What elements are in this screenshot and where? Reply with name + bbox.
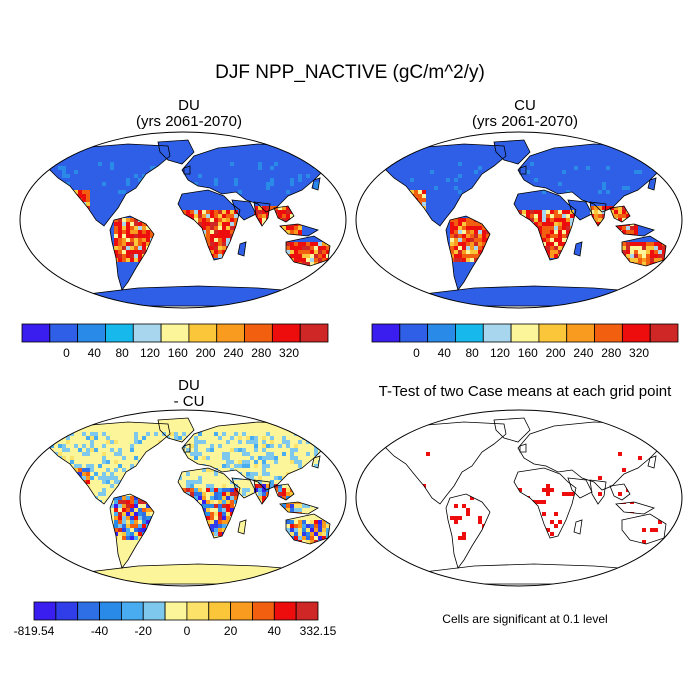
map-panel-diff — [19, 409, 347, 587]
colorbar-swatch — [271, 323, 301, 343]
ttest-note: Cells are significant at 0.1 level — [442, 612, 608, 626]
colorbar-swatch — [594, 323, 623, 343]
colorbar-tick-label: 332.15 — [299, 624, 337, 638]
panel-title-du: DU (yrs 2061-2070) — [34, 98, 344, 130]
panel-title-ttest-line1: T-Test of two Case means at each grid po… — [378, 383, 672, 400]
colorbar-tick-label: 320 — [279, 346, 300, 360]
colorbar-tick-label: 200 — [195, 346, 216, 360]
map-panel-cu — [355, 131, 683, 309]
colorbar-tick-label: 80 — [465, 346, 479, 360]
map-frame — [355, 409, 683, 587]
colorbar-tick-label: 0 — [413, 346, 420, 360]
colorbar-tick-label: -40 — [90, 624, 109, 638]
colorbar-swatch — [99, 601, 122, 621]
colorbar-tick-label: 160 — [167, 346, 188, 360]
colorbar-swatch — [482, 323, 512, 343]
map-frame — [355, 131, 683, 309]
colorbar-tick-label: 80 — [115, 346, 129, 360]
colorbar-tick-label: 120 — [489, 346, 510, 360]
colorbar-swatch — [160, 323, 190, 343]
panel-title-cu: CU (yrs 2061-2070) — [370, 98, 680, 130]
colorbar-diff — [33, 601, 319, 621]
colorbar-swatch — [295, 601, 319, 621]
colorbar-tick-label: 240 — [573, 346, 594, 360]
map-panel-du — [19, 131, 347, 309]
panel-title-cu-line1: CU — [514, 97, 536, 114]
colorbar-cu — [371, 323, 679, 343]
colorbar-tick-label: 280 — [601, 346, 622, 360]
colorbar-swatch — [455, 323, 484, 343]
colorbar-swatch — [188, 323, 218, 343]
panel-title-diff-line1: DU — [178, 377, 200, 394]
colorbar-tick-label: 160 — [517, 346, 538, 360]
panel-title-diff-line2: - CU — [173, 393, 205, 410]
colorbar-swatch — [49, 323, 79, 343]
panel-title-ttest: T-Test of two Case means at each grid po… — [355, 384, 695, 400]
colorbar-swatch — [566, 323, 595, 343]
colorbar-swatch — [55, 601, 79, 621]
colorbar-swatch — [244, 323, 273, 343]
colorbar-swatch — [273, 601, 297, 621]
panel-title-du-line1: DU — [178, 97, 200, 114]
colorbar-tick-label: 20 — [223, 624, 238, 638]
colorbar-tick-label: 120 — [139, 346, 160, 360]
colorbar-du — [21, 323, 329, 343]
panel-title-diff: DU - CU — [34, 378, 344, 410]
colorbar-tick-label: 240 — [223, 346, 244, 360]
colorbar-tick-label: 320 — [629, 346, 650, 360]
colorbar-swatch — [164, 601, 188, 621]
colorbar-swatch — [649, 323, 679, 343]
colorbar-swatch — [132, 323, 162, 343]
colorbar-swatch — [77, 323, 106, 343]
colorbar-swatch — [299, 323, 329, 343]
colorbar-tick-label: 0 — [183, 624, 191, 638]
colorbar-swatch — [216, 323, 245, 343]
colorbar-tick-label: -20 — [134, 624, 152, 638]
colorbar-swatch — [77, 601, 100, 621]
map-ocean — [356, 410, 682, 586]
colorbar-swatch — [538, 323, 568, 343]
colorbar-tick-label: 40 — [87, 346, 101, 360]
colorbar-tick-label: 280 — [251, 346, 272, 360]
figure-title: DJF NPP_NACTIVE (gC/m^2/y) — [215, 62, 485, 83]
colorbar-swatch — [120, 601, 144, 621]
map-panel-ttest — [355, 409, 683, 587]
colorbar-swatch — [252, 601, 275, 621]
colorbar-swatch — [510, 323, 540, 343]
panel-title-cu-line2: (yrs 2061-2070) — [472, 113, 578, 130]
colorbar-swatch — [208, 601, 232, 621]
colorbar-tick-label: 0 — [63, 346, 70, 360]
colorbar-swatch — [21, 323, 51, 343]
map-frame — [19, 409, 347, 587]
colorbar-swatch — [186, 601, 210, 621]
colorbar-swatch — [399, 323, 429, 343]
panel-title-du-line2: (yrs 2061-2070) — [136, 113, 242, 130]
colorbar-tick-label: 200 — [545, 346, 566, 360]
colorbar-swatch — [230, 601, 253, 621]
colorbar-tick-label: 40 — [267, 624, 281, 638]
colorbar-tick-label: -819.54 — [13, 624, 55, 638]
colorbar-swatch — [371, 323, 401, 343]
colorbar-swatch — [142, 601, 166, 621]
colorbar-swatch — [33, 601, 57, 621]
colorbar-swatch — [105, 323, 134, 343]
colorbar-swatch — [621, 323, 651, 343]
map-frame — [19, 131, 347, 309]
colorbar-swatch — [427, 323, 456, 343]
colorbar-tick-label: 40 — [437, 346, 451, 360]
